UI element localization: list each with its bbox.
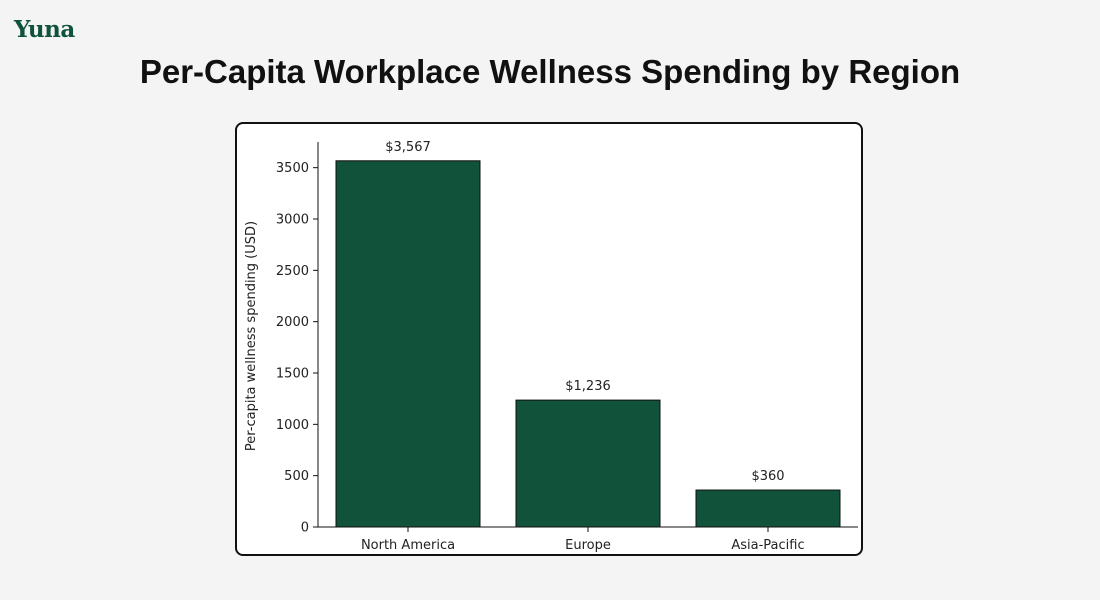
y-tick-label: 3000 — [276, 213, 309, 228]
bar — [335, 160, 481, 528]
y-tick-label: 500 — [284, 469, 309, 484]
bar-value-labels: $3,567 $1,236 $360 — [385, 140, 784, 484]
x-tick-label: Europe — [565, 538, 611, 553]
y-tick-label: 2500 — [276, 264, 309, 279]
bar — [515, 399, 661, 528]
chart-card: 0 500 1000 1500 2000 2500 3000 3500 $3,567 $1,23… — [235, 122, 863, 556]
y-tick-label: 1000 — [276, 418, 309, 433]
y-tick-label: 3500 — [276, 161, 309, 176]
y-tick-label: 0 — [301, 521, 309, 536]
bar-value-label: $1,236 — [565, 379, 611, 394]
x-tick-label: North America — [361, 538, 455, 553]
y-tick-label: 2000 — [276, 315, 309, 330]
page-title: Per-Capita Workplace Wellness Spending b… — [139, 53, 961, 90]
bar — [695, 489, 841, 528]
y-ticks: 0 500 1000 1500 2000 2500 3000 3500 — [276, 161, 318, 536]
bars — [335, 160, 841, 528]
bar-chart: 0 500 1000 1500 2000 2500 3000 3500 $3,567 $1,23… — [244, 140, 858, 553]
brand-logo: Yuna — [14, 16, 75, 43]
bar-value-label: $360 — [751, 469, 784, 484]
y-axis-label: Per-capita wellness spending (USD) — [244, 221, 259, 451]
x-tick-labels: North America Europe Asia-Pacific — [361, 527, 805, 553]
y-tick-label: 1500 — [276, 367, 309, 382]
bar-value-label: $3,567 — [385, 140, 431, 155]
x-tick-label: Asia-Pacific — [731, 538, 804, 553]
